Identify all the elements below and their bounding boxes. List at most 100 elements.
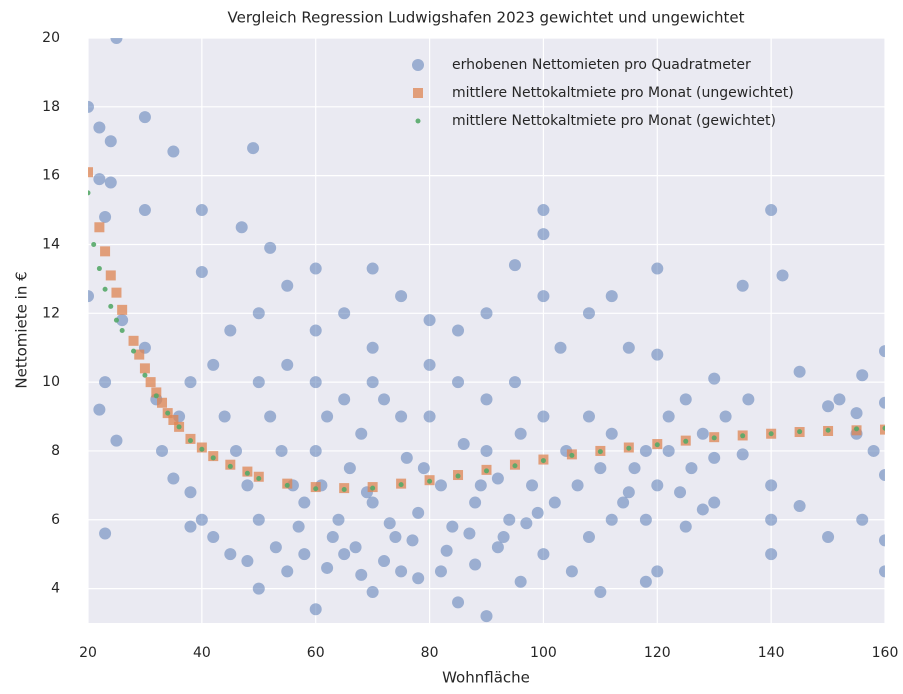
circle-marker — [207, 530, 220, 543]
x-tick-label: 80 — [421, 645, 439, 661]
plot-marks — [88, 38, 885, 623]
x-tick-label: 60 — [307, 645, 325, 661]
square-marker — [139, 363, 150, 374]
dot-marker — [244, 470, 250, 476]
circle-marker — [417, 462, 430, 475]
circle-marker — [110, 434, 123, 447]
circle-marker — [423, 314, 436, 327]
circle-marker — [104, 176, 117, 189]
circle-marker — [651, 348, 664, 361]
circle-marker — [88, 290, 94, 303]
circle-marker — [389, 530, 402, 543]
circle-marker — [708, 451, 721, 464]
circle-marker — [514, 427, 527, 440]
circle-marker — [736, 448, 749, 461]
circle-marker — [292, 520, 305, 533]
circle-marker — [503, 513, 516, 526]
dot-marker — [313, 486, 319, 492]
circle-marker — [395, 290, 408, 303]
circle-marker — [491, 472, 504, 485]
circle-marker — [856, 369, 869, 382]
dot-marker — [187, 438, 193, 444]
dot-marker — [119, 328, 125, 333]
circle-marker — [679, 520, 692, 533]
circle-marker — [651, 479, 664, 492]
y-axis-label: Nettomiete in € — [13, 271, 31, 388]
dot-marker — [108, 303, 114, 309]
circle-marker — [309, 376, 322, 389]
circle-marker — [412, 506, 425, 519]
circle-marker — [309, 444, 322, 457]
dot-marker — [540, 458, 546, 464]
circle-marker — [514, 575, 527, 588]
dot-marker — [131, 348, 137, 354]
circle-marker — [338, 548, 351, 561]
circle-marker — [480, 610, 493, 623]
circle-marker — [104, 135, 117, 148]
circle-marker — [406, 534, 419, 547]
dot-marker — [882, 425, 885, 431]
y-tick-label: 20 — [42, 30, 60, 46]
circle-marker — [309, 603, 322, 616]
y-tick-label: 10 — [42, 374, 60, 390]
circle-marker — [879, 396, 885, 409]
dot-marker — [165, 410, 171, 416]
x-tick-label: 20 — [79, 645, 97, 661]
circle-marker — [822, 530, 835, 543]
circle-marker — [355, 568, 368, 581]
circle-marker — [138, 204, 151, 217]
legend-label: erhobenen Nettomieten pro Quadratmeter — [452, 57, 751, 73]
circle-marker — [765, 548, 778, 561]
circle-marker — [230, 444, 243, 457]
circle-marker — [765, 513, 778, 526]
dot-marker — [91, 241, 97, 247]
y-tick-label: 12 — [42, 305, 60, 321]
x-axis-label: Wohnfläche — [442, 669, 530, 687]
circle-marker — [742, 393, 755, 406]
circle-marker — [338, 307, 351, 320]
circle-marker — [765, 479, 778, 492]
circle-marker — [395, 565, 408, 578]
dot-marker — [455, 473, 461, 479]
dot-marker — [569, 452, 575, 458]
circle-marker — [309, 262, 322, 275]
y-tick-label: 6 — [51, 512, 60, 528]
circle-marker — [639, 444, 652, 457]
dot-marker — [153, 393, 159, 399]
circle-marker — [241, 479, 254, 492]
circle-marker — [582, 307, 595, 320]
circle-marker — [207, 358, 220, 371]
circle-marker — [247, 142, 260, 155]
circle-marker — [679, 393, 692, 406]
circle-marker — [605, 427, 618, 440]
circle-marker — [639, 575, 652, 588]
circle-marker — [110, 38, 123, 44]
dot-marker — [113, 317, 119, 323]
circle-marker — [480, 393, 493, 406]
circle-marker — [594, 586, 607, 599]
circle-marker — [582, 410, 595, 423]
dot-marker — [199, 446, 205, 452]
circle-marker — [195, 204, 208, 217]
circle-marker — [338, 393, 351, 406]
circle-marker — [195, 513, 208, 526]
circle-marker — [224, 548, 237, 561]
circle-marker — [622, 486, 635, 499]
dot-marker — [415, 118, 421, 124]
chart-title: Vergleich Regression Ludwigshafen 2023 g… — [228, 9, 745, 27]
dot-marker — [370, 485, 376, 491]
circle-marker — [537, 290, 550, 303]
circle-marker — [343, 462, 356, 475]
circle-marker — [850, 407, 863, 420]
circle-marker — [474, 479, 487, 492]
circle-marker — [156, 444, 169, 457]
square-marker — [117, 304, 128, 315]
circle-marker — [480, 307, 493, 320]
circle-marker — [457, 438, 470, 451]
circle-marker — [298, 496, 311, 509]
circle-marker — [685, 462, 698, 475]
circle-marker — [235, 221, 248, 234]
circle-marker — [696, 427, 709, 440]
circle-marker — [452, 376, 465, 389]
square-marker — [100, 246, 111, 257]
